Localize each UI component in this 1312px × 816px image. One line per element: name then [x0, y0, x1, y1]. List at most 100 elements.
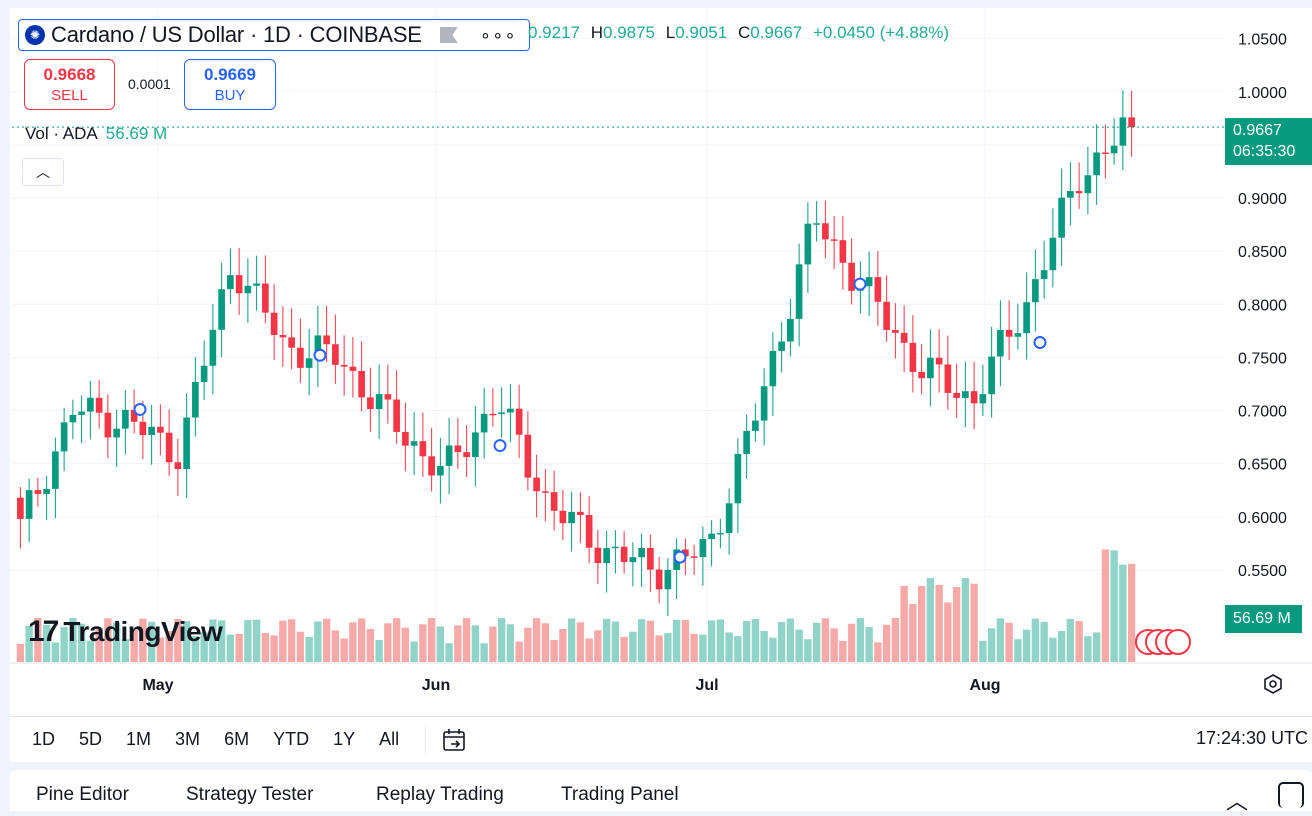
volume-bar [602, 618, 611, 662]
candle-body [489, 413, 497, 416]
sell-button[interactable]: 0.9668 SELL [24, 59, 115, 110]
candle-body [410, 441, 418, 446]
volume-bar [209, 619, 217, 662]
tab-trading-panel[interactable]: Trading Panel [561, 784, 679, 805]
tab-strategy-tester[interactable]: Strategy Tester [186, 784, 314, 805]
volume-bar [25, 625, 33, 662]
volume-bar [1092, 632, 1101, 662]
volume-bar [252, 619, 261, 662]
candle-body [839, 240, 847, 263]
tab-replay-trading[interactable]: Replay Trading [376, 784, 504, 805]
range-3m[interactable]: 3M [175, 729, 201, 749]
candle-body [262, 283, 269, 313]
flag-icon[interactable] [439, 27, 458, 43]
volume-bar [349, 622, 357, 662]
candle-body [437, 465, 444, 476]
volume-bar [357, 618, 366, 662]
candle-body [104, 412, 112, 438]
time-axis-tick: Aug [969, 677, 1000, 694]
volume-legend[interactable]: Vol · ADA 56.69 M [25, 124, 167, 144]
tab-pine-editor[interactable]: Pine Editor [36, 784, 129, 805]
volume-bar [1005, 622, 1013, 662]
range-1m[interactable]: 1M [126, 729, 152, 749]
volume-bar [366, 628, 375, 662]
candle-body [830, 239, 838, 241]
candle-body [1032, 279, 1039, 303]
chart-panel[interactable]: 1.05001.00000.95000.90000.85000.80000.75… [10, 8, 1312, 762]
panel-chevron-up-icon[interactable]: ︿ [1226, 789, 1249, 814]
volume-bar [200, 632, 208, 662]
volume-bar [891, 618, 900, 662]
volume-bar [1119, 564, 1127, 662]
range-6m[interactable]: 6M [224, 729, 250, 749]
tradingview-logo-icon: 17 [28, 615, 59, 648]
volume-bar [629, 631, 637, 662]
price-axis-tick: 0.5500 [1238, 563, 1287, 580]
volume-bar [112, 622, 121, 662]
range-all[interactable]: All [379, 729, 400, 749]
candle-body [708, 533, 715, 540]
candle-body [743, 430, 750, 454]
maximize-panel-icon[interactable] [1278, 782, 1304, 808]
candle-body [78, 411, 85, 415]
candle-body [603, 548, 610, 564]
candle-body [979, 394, 987, 404]
volume-bar [480, 643, 488, 662]
bottom-panel: Pine Editor Strategy Tester Replay Tradi… [10, 770, 1312, 814]
candle-body [122, 409, 129, 429]
candle-body [52, 451, 59, 489]
ohlc-change: +0.0450 (+4.88%) [812, 23, 950, 42]
candle-body [612, 546, 619, 549]
volume-bar [16, 644, 25, 662]
range-5d[interactable]: 5D [79, 729, 103, 749]
sell-price: 0.9668 [43, 65, 96, 84]
utc-clock[interactable]: 17:24:30 UTC [1195, 728, 1308, 748]
volume-bar [935, 584, 943, 662]
candle-body [1075, 191, 1083, 194]
chart-settings-icon[interactable] [1262, 673, 1284, 695]
buy-button[interactable]: 0.9669 BUY [184, 59, 276, 110]
volume-bar [489, 626, 497, 662]
volume-bar [734, 636, 742, 662]
candle-body [235, 275, 243, 294]
volume-bar [130, 629, 138, 662]
candle-body [209, 329, 217, 366]
candle-body [699, 539, 707, 557]
volume-bar [419, 624, 427, 662]
volume-bar [279, 620, 287, 662]
range-ytd[interactable]: YTD [273, 729, 310, 749]
range-1y[interactable]: 1Y [333, 729, 356, 749]
volume-bar [917, 585, 926, 662]
calendar-goto-icon[interactable] [440, 726, 468, 754]
candle-body [323, 335, 330, 345]
candle-body [1128, 117, 1135, 128]
price-axis-tick: 0.6500 [1238, 457, 1287, 474]
volume-bar [567, 618, 576, 662]
volume-bar [270, 635, 278, 662]
volume-bar [900, 585, 908, 662]
volume-bar [104, 618, 112, 662]
candle-body [480, 413, 488, 433]
volume-price-tag: 56.69 M [1225, 605, 1302, 633]
symbol-legend[interactable]: ✺ Cardano / US Dollar · 1D · COINBASE ∘∘… [18, 19, 530, 51]
price-chart[interactable]: 1.05001.00000.95000.90000.85000.80000.75… [10, 8, 1312, 708]
volume-bar [1049, 637, 1057, 662]
range-1d[interactable]: 1D [32, 729, 56, 749]
collapse-legend-button[interactable]: ︿ [22, 158, 64, 186]
candle-body [892, 329, 899, 333]
candle-body [25, 490, 33, 519]
candle-body [349, 366, 357, 371]
volume-bar [672, 619, 681, 662]
candle-body [787, 318, 794, 342]
volume-bar [909, 603, 917, 662]
candle-body [559, 510, 567, 524]
volume-bar [86, 640, 95, 662]
volume-bar [1101, 549, 1110, 662]
symbol-title[interactable]: Cardano / US Dollar · 1D · COINBASE [51, 22, 422, 47]
us-flag-event-icon [1165, 629, 1191, 655]
more-options-icon[interactable]: ∘∘∘ [479, 24, 517, 45]
range-divider [425, 726, 427, 753]
price-axis-tick: 1.0000 [1238, 85, 1287, 102]
volume-bar [331, 630, 340, 662]
tradingview-watermark[interactable]: 17 TradingView [28, 615, 223, 649]
